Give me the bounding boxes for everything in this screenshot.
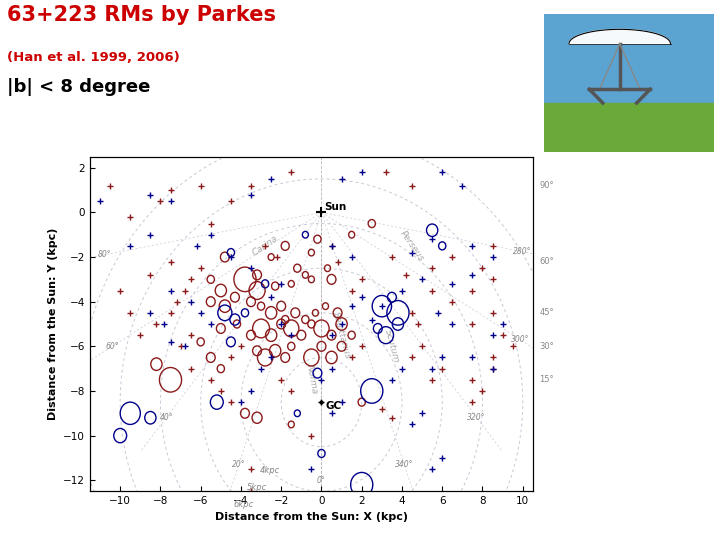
- Text: 80°: 80°: [97, 251, 111, 259]
- Text: Norma: Norma: [305, 364, 318, 395]
- Text: 30°: 30°: [539, 342, 554, 351]
- Text: |b| < 8 degree: |b| < 8 degree: [7, 78, 150, 96]
- Text: 15°: 15°: [539, 375, 554, 384]
- Text: 20°: 20°: [232, 460, 246, 469]
- Text: 4kpc: 4kpc: [260, 466, 280, 475]
- Text: Carina: Carina: [251, 234, 279, 258]
- Text: Sun: Sun: [325, 202, 347, 212]
- Text: 5kpc: 5kpc: [247, 483, 267, 492]
- Text: 60°: 60°: [106, 342, 119, 351]
- Text: Perseus: Perseus: [398, 229, 426, 263]
- Text: 280°: 280°: [513, 247, 531, 256]
- Text: 90°: 90°: [539, 181, 554, 190]
- Text: 0°: 0°: [317, 476, 326, 485]
- Text: 63+223 RMs by Parkes: 63+223 RMs by Parkes: [7, 5, 276, 25]
- Text: 40°: 40°: [159, 413, 173, 422]
- Text: 60°: 60°: [539, 257, 554, 266]
- Text: 300°: 300°: [510, 335, 529, 344]
- Text: GC: GC: [325, 401, 341, 411]
- Text: 320°: 320°: [467, 413, 486, 422]
- X-axis label: Distance from the Sun: X (kpc): Distance from the Sun: X (kpc): [215, 512, 408, 522]
- Text: 45°: 45°: [539, 308, 554, 318]
- Text: 6kpc: 6kpc: [234, 500, 254, 509]
- Text: 340°: 340°: [395, 460, 413, 469]
- Polygon shape: [569, 29, 670, 44]
- Text: Scutum: Scutum: [383, 328, 401, 364]
- Text: Sagittarius: Sagittarius: [331, 310, 352, 360]
- Text: (Han et al. 1999, 2006): (Han et al. 1999, 2006): [7, 51, 180, 64]
- Y-axis label: Distance from the Sun: Y (kpc): Distance from the Sun: Y (kpc): [48, 228, 58, 420]
